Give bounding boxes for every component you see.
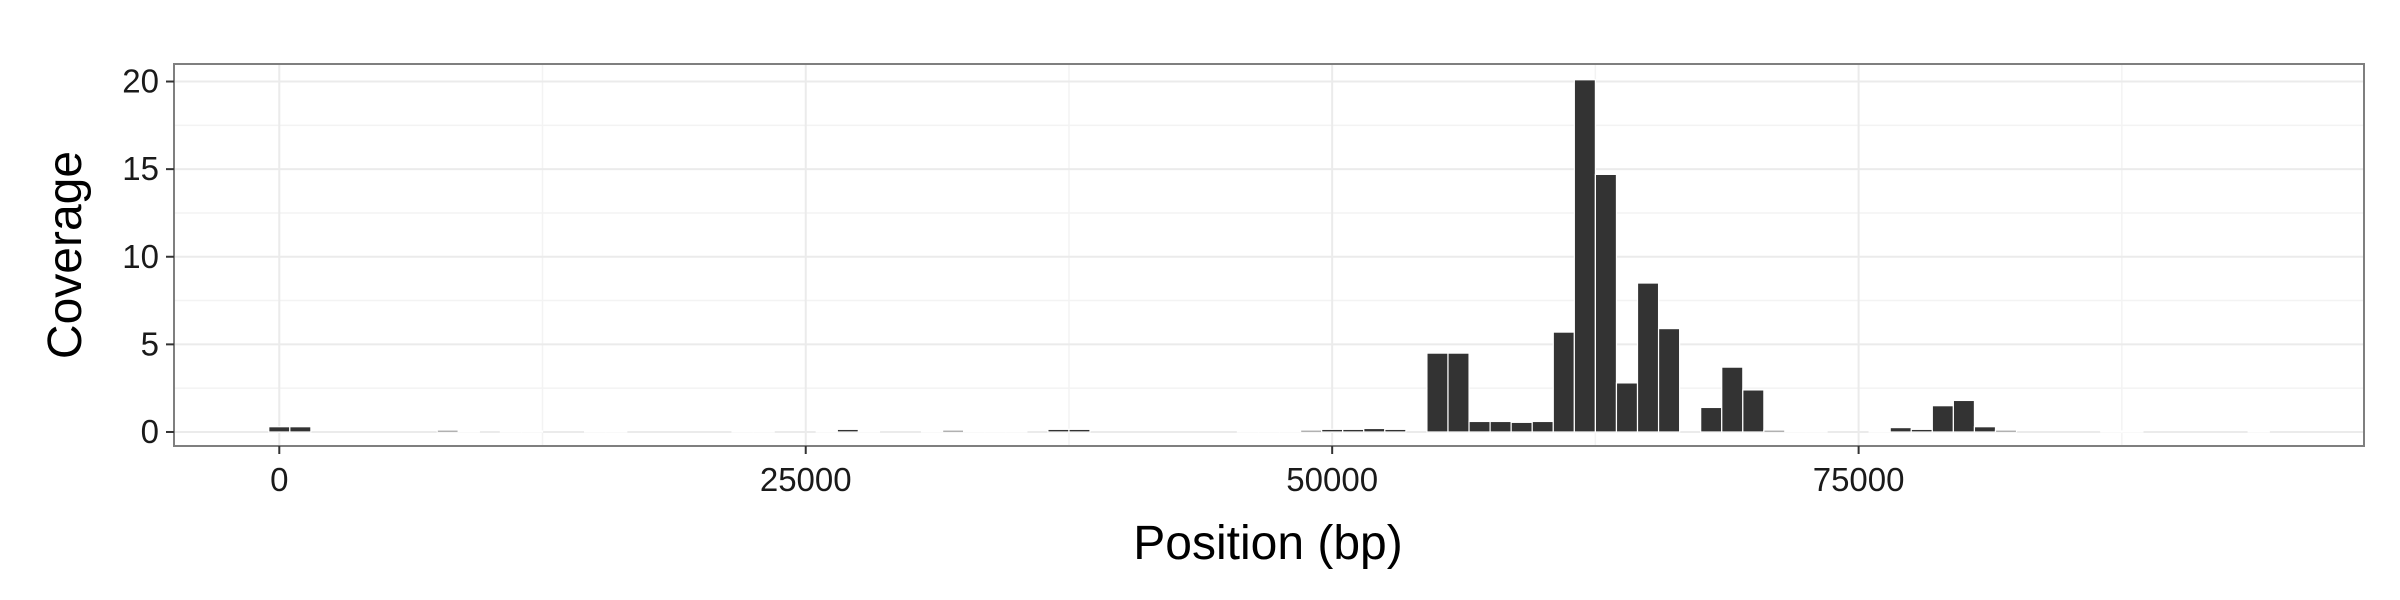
coverage-bar xyxy=(1321,428,1344,433)
coverage-bar xyxy=(1068,428,1091,433)
coverage-bar xyxy=(605,430,628,433)
coverage-bar xyxy=(1994,429,2018,433)
coverage-bar xyxy=(1468,420,1491,433)
coverage-bar xyxy=(920,430,944,433)
coverage-bar xyxy=(1636,282,1660,433)
coverage-bar xyxy=(1278,430,1302,433)
x-axis-title: Position (bp) xyxy=(1133,517,1402,570)
coverage-bar xyxy=(2121,430,2144,433)
coverage-bar xyxy=(836,428,859,433)
coverage-bar xyxy=(1047,428,1070,433)
y-tick-label: 0 xyxy=(141,413,159,450)
coverage-bar xyxy=(268,426,291,433)
x-tick-label: 75000 xyxy=(1813,461,1905,498)
coverage-bar xyxy=(1257,430,1281,433)
coverage-bar xyxy=(1868,430,1891,433)
coverage-bar xyxy=(963,430,986,433)
x-tick-label: 0 xyxy=(270,461,288,498)
coverage-bar xyxy=(1426,352,1449,433)
coverage-bar xyxy=(1299,429,1323,433)
coverage-bar xyxy=(815,430,838,433)
coverage-bar xyxy=(1657,327,1681,433)
coverage-bar xyxy=(1805,430,1828,433)
coverage-bar xyxy=(1973,426,1997,433)
coverage-bar xyxy=(731,430,754,433)
coverage-bar xyxy=(2247,430,2270,433)
coverage-bar xyxy=(752,430,775,433)
coverage-bar xyxy=(984,430,1007,433)
coverage-bar xyxy=(1594,173,1618,433)
coverage-bar xyxy=(584,430,607,433)
axes: 0 25000 50000 75000 0 5 10 15 20 xyxy=(122,63,1904,498)
panel-border xyxy=(173,63,2365,447)
coverage-bar xyxy=(2100,430,2123,433)
coverage-bar xyxy=(1363,427,1386,433)
coverage-bar xyxy=(1236,430,1260,433)
coverage-bar xyxy=(1384,428,1407,433)
coverage-bar xyxy=(1742,389,1765,433)
x-tick-label: 50000 xyxy=(1286,461,1378,498)
coverage-bar xyxy=(1931,405,1954,433)
coverage-bar xyxy=(499,430,523,433)
coverage-bar xyxy=(942,429,965,433)
coverage-bar xyxy=(1510,421,1533,433)
coverage-bar xyxy=(1763,429,1786,433)
coverage-bar xyxy=(436,429,459,433)
plot-panel xyxy=(174,64,2364,446)
coverage-bar xyxy=(1489,420,1512,433)
coverage-bar xyxy=(1910,428,1933,433)
bars-group xyxy=(268,79,2270,433)
coverage-bar xyxy=(1447,352,1470,433)
y-tick-label: 5 xyxy=(141,325,159,362)
coverage-bar xyxy=(1700,406,1723,433)
plot-panel-border xyxy=(173,63,2365,447)
coverage-bar xyxy=(1784,430,1807,433)
coverage-bar xyxy=(1342,428,1365,433)
x-tick-label: 25000 xyxy=(760,461,852,498)
coverage-bar xyxy=(1531,420,1554,433)
coverage-bar xyxy=(1552,331,1575,433)
coverage-bar xyxy=(1952,399,1976,433)
plot-background xyxy=(174,64,2364,446)
y-tick-label: 10 xyxy=(122,238,159,275)
y-tick-label: 20 xyxy=(122,63,159,100)
coverage-bar xyxy=(1615,382,1639,433)
coverage-bar xyxy=(1005,430,1028,433)
y-tick-label: 15 xyxy=(122,150,159,187)
coverage-bar xyxy=(1889,427,1912,433)
coverage-bar xyxy=(457,430,480,433)
coverage-bar xyxy=(289,426,312,433)
y-axis-title: Coverage xyxy=(39,151,92,359)
coverage-bar xyxy=(1573,79,1596,433)
coverage-bar xyxy=(857,430,881,433)
coverage-bar xyxy=(1721,366,1744,433)
coverage-bar xyxy=(520,430,544,433)
